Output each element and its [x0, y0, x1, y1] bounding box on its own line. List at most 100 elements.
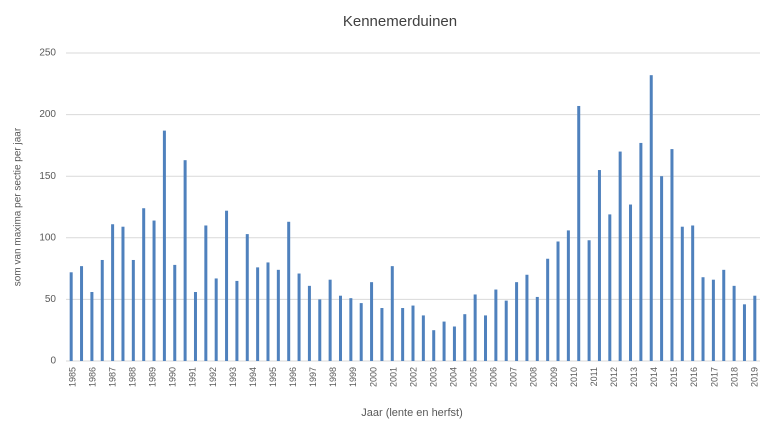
x-tick-label: 2013 — [629, 367, 639, 387]
bar — [266, 262, 270, 361]
bar — [504, 300, 508, 361]
bar — [473, 294, 477, 361]
bar — [515, 282, 519, 361]
bar — [401, 308, 405, 361]
y-tick-label: 150 — [39, 171, 56, 182]
bar — [193, 292, 197, 361]
x-tick-label: 2008 — [529, 367, 539, 387]
bar — [111, 224, 115, 361]
bar — [494, 289, 498, 361]
x-tick-label: 1993 — [228, 367, 238, 387]
bar — [732, 285, 736, 361]
bar — [80, 266, 84, 361]
x-tick-label: 2019 — [749, 367, 759, 387]
x-tick-label: 2009 — [549, 367, 559, 387]
x-tick-label: 2017 — [709, 367, 719, 387]
bar — [162, 130, 166, 361]
y-tick-label: 0 — [50, 356, 56, 367]
x-tick-label: 2001 — [388, 367, 398, 387]
bar — [722, 269, 726, 361]
bar — [432, 330, 436, 361]
bar — [442, 321, 446, 361]
bar — [256, 267, 260, 361]
bar — [463, 314, 467, 361]
bar — [307, 285, 311, 361]
x-axis-label: Jaar (lente en herfst) — [361, 407, 463, 419]
bar — [629, 204, 633, 361]
bar — [90, 292, 94, 361]
x-tick-label: 2012 — [609, 367, 619, 387]
bar — [525, 274, 529, 361]
chart-title: Kennemerduinen — [343, 13, 457, 30]
x-tick-label: 2018 — [729, 367, 739, 387]
x-tick-label: 1999 — [348, 367, 358, 387]
bar — [142, 208, 146, 361]
bar — [670, 149, 674, 361]
x-tick-label: 2011 — [589, 367, 599, 386]
bar — [100, 259, 104, 361]
bar — [649, 75, 653, 362]
bar — [577, 105, 581, 361]
bar — [173, 264, 177, 361]
bar — [556, 241, 560, 361]
bar — [597, 170, 601, 361]
bar — [328, 279, 332, 361]
x-tick-label: 1985 — [67, 367, 77, 387]
y-tick-label: 200 — [39, 109, 56, 120]
x-tick-label: 1992 — [208, 367, 218, 387]
x-tick-label: 1994 — [248, 367, 258, 387]
x-tick-label: 1988 — [128, 367, 138, 387]
bar — [214, 278, 218, 361]
bar — [411, 305, 415, 361]
bar — [484, 315, 488, 361]
x-tick-label: 1989 — [148, 367, 158, 387]
bar — [287, 221, 291, 361]
bar — [587, 240, 591, 361]
bar — [639, 142, 643, 361]
x-tick-label: 2010 — [569, 367, 579, 387]
bar — [452, 326, 456, 361]
bar — [297, 273, 301, 361]
bar — [183, 160, 187, 361]
bar — [680, 226, 684, 361]
x-tick-label: 1997 — [308, 367, 318, 387]
x-tick-label: 1995 — [268, 367, 278, 387]
x-tick-label: 1987 — [107, 367, 117, 387]
x-tick-label: 1991 — [188, 367, 198, 387]
y-tick-label: 250 — [39, 48, 56, 59]
x-tick-label: 1998 — [328, 367, 338, 387]
bar — [349, 298, 353, 361]
bar — [276, 269, 280, 361]
bar — [711, 279, 715, 361]
bar — [608, 214, 612, 361]
bar — [359, 303, 363, 361]
x-tick-label: 2015 — [669, 367, 679, 387]
bar — [701, 277, 705, 361]
bar — [546, 258, 550, 361]
bar — [235, 280, 239, 361]
bar — [742, 304, 746, 361]
bar — [225, 210, 229, 361]
x-tick-label: 2000 — [368, 367, 378, 387]
bar — [380, 308, 384, 361]
bar — [618, 151, 622, 361]
bar — [245, 234, 249, 361]
bar — [421, 315, 425, 361]
x-tick-label: 2003 — [428, 367, 438, 387]
x-tick-label: 1986 — [87, 367, 97, 387]
x-tick-label: 1990 — [168, 367, 178, 387]
x-tick-label: 2007 — [509, 367, 519, 387]
bar — [390, 266, 394, 361]
bar — [370, 282, 374, 361]
bar — [152, 220, 156, 361]
bar — [338, 295, 342, 361]
bar — [535, 296, 539, 361]
x-tick-label: 2006 — [489, 367, 499, 387]
x-tick-label: 1996 — [288, 367, 298, 387]
y-tick-label: 50 — [45, 294, 57, 305]
bar — [121, 226, 125, 361]
x-tick-label: 2014 — [649, 367, 659, 387]
y-axis-label: som van maxima per sectie per jaar — [13, 127, 24, 286]
bar — [691, 225, 695, 361]
